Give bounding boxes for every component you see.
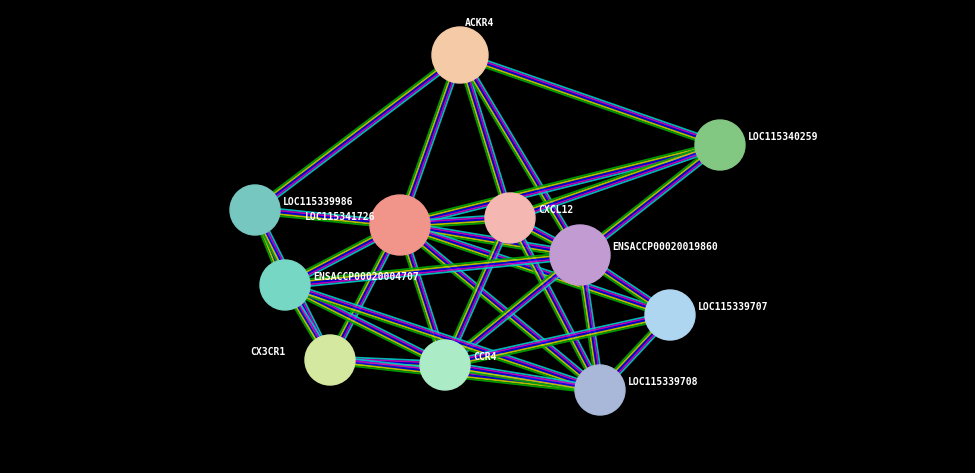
Text: ACKR4: ACKR4 [465, 18, 494, 28]
Circle shape [695, 120, 745, 170]
Circle shape [230, 185, 280, 235]
Text: LOC115339708: LOC115339708 [628, 377, 698, 387]
Text: CX3CR1: CX3CR1 [250, 347, 286, 357]
Text: LOC115339986: LOC115339986 [283, 197, 354, 207]
Circle shape [370, 195, 430, 255]
Circle shape [420, 340, 470, 390]
Text: LOC115340259: LOC115340259 [748, 132, 818, 142]
Text: ENSACCP00020019860: ENSACCP00020019860 [612, 242, 718, 252]
Text: LOC115339707: LOC115339707 [698, 302, 768, 312]
Circle shape [260, 260, 310, 310]
Circle shape [645, 290, 695, 340]
Text: LOC115341726: LOC115341726 [305, 212, 375, 222]
Circle shape [432, 27, 488, 83]
Circle shape [550, 225, 610, 285]
Text: CXCL12: CXCL12 [538, 205, 573, 215]
Text: CCR4: CCR4 [473, 352, 496, 362]
Circle shape [485, 193, 535, 243]
Circle shape [305, 335, 355, 385]
Circle shape [575, 365, 625, 415]
Text: ENSACCP00020004707: ENSACCP00020004707 [313, 272, 418, 282]
